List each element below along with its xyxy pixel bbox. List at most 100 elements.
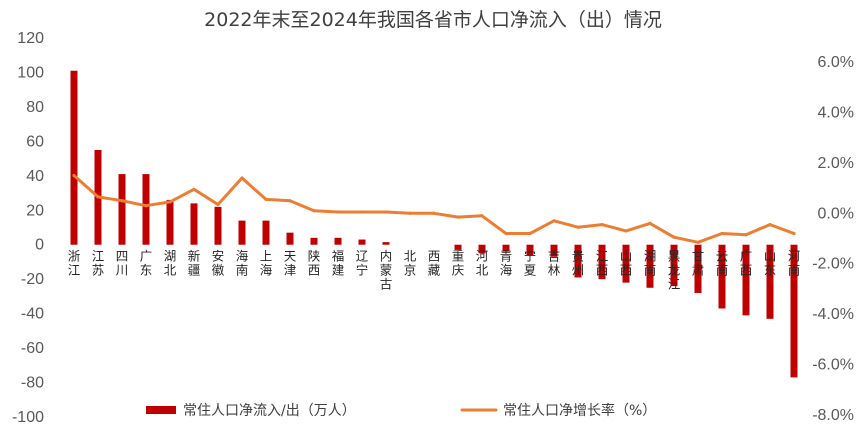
left-axis-tick: 80 bbox=[26, 99, 44, 116]
category-label: 福建 bbox=[332, 249, 345, 278]
bar-广东 bbox=[142, 174, 150, 245]
line-point-上海 bbox=[264, 197, 268, 202]
right-axis: 6.0% 4.0% 2.0% 0.0% -2.0% -4.0% -6.0% -8.0% bbox=[812, 54, 854, 424]
line-point-青海 bbox=[504, 231, 508, 236]
category-label: 山西 bbox=[620, 249, 633, 278]
line-point-安徽 bbox=[216, 202, 220, 207]
line-point-宁夏 bbox=[528, 231, 532, 236]
line-point-江西 bbox=[600, 223, 604, 227]
bar-辽宁 bbox=[358, 239, 366, 245]
left-axis-tick: 120 bbox=[17, 30, 44, 47]
bar-series bbox=[70, 70, 798, 378]
category-label: 广东 bbox=[140, 249, 153, 278]
bar-浙江 bbox=[70, 70, 78, 245]
left-axis-tick: -80 bbox=[21, 375, 44, 392]
category-label: 山东 bbox=[764, 249, 777, 278]
bar-山西 bbox=[622, 244, 630, 283]
bar-新疆 bbox=[190, 203, 198, 245]
category-label: 宁夏 bbox=[524, 249, 537, 278]
bar-吉林 bbox=[550, 244, 558, 257]
bar-福建 bbox=[334, 237, 342, 245]
growth-rate-line bbox=[72, 174, 796, 244]
line-point-陕西 bbox=[312, 209, 316, 213]
legend-bar-swatch bbox=[146, 406, 176, 414]
left-axis: 120 100 80 60 40 20 0 -20 -40 -60 -80 -100 bbox=[12, 30, 44, 426]
bar-安徽 bbox=[214, 206, 222, 245]
right-axis-tick: 4.0% bbox=[818, 104, 854, 121]
line-point-贵州 bbox=[576, 225, 580, 229]
left-axis-tick: -100 bbox=[12, 409, 44, 426]
line-series bbox=[72, 173, 796, 244]
right-axis-tick: -8.0% bbox=[812, 407, 854, 424]
line-point-江苏 bbox=[96, 195, 100, 199]
bar-宁夏 bbox=[526, 244, 534, 256]
bar-青海 bbox=[502, 244, 510, 252]
line-point-内蒙古 bbox=[384, 210, 388, 214]
line-point-四川 bbox=[120, 199, 124, 203]
bar-河南 bbox=[790, 244, 798, 378]
left-axis-tick: 0 bbox=[35, 237, 44, 254]
category-label: 吉林 bbox=[548, 249, 561, 278]
line-point-云南 bbox=[720, 231, 724, 236]
line-point-山东 bbox=[768, 223, 772, 227]
right-axis-tick: -4.0% bbox=[812, 306, 854, 323]
bar-广西 bbox=[742, 244, 750, 316]
bar-贵州 bbox=[574, 244, 582, 278]
category-label: 安徽 bbox=[212, 249, 225, 278]
line-point-重庆 bbox=[456, 215, 460, 219]
right-axis-tick: 0.0% bbox=[818, 205, 854, 222]
left-axis-tick: -60 bbox=[21, 340, 44, 357]
bar-江西 bbox=[598, 244, 606, 280]
bar-天津 bbox=[286, 232, 294, 245]
bar-云南 bbox=[718, 244, 726, 309]
category-labels: 浙江江苏四川广东湖北新疆安徽海南上海天津陕西福建辽宁内蒙古北京西藏重庆河北青海宁… bbox=[68, 249, 801, 292]
bar-内蒙古 bbox=[382, 242, 390, 245]
line-point-西藏 bbox=[432, 211, 436, 215]
category-label: 江西 bbox=[596, 249, 609, 278]
category-label: 湖南 bbox=[644, 249, 657, 278]
line-point-广西 bbox=[744, 233, 748, 237]
legend: 常住人口净流入/出（万人） 常住人口净增长率（%） bbox=[146, 402, 656, 419]
right-axis-tick: -2.0% bbox=[812, 256, 854, 273]
right-axis-tick: 2.0% bbox=[818, 155, 854, 172]
category-label: 贵州 bbox=[572, 249, 585, 278]
category-label: 重庆 bbox=[452, 249, 465, 278]
line-point-湖南 bbox=[648, 221, 652, 225]
category-label: 河南 bbox=[788, 249, 801, 278]
line-point-海南 bbox=[240, 176, 244, 180]
category-label: 湖北 bbox=[164, 249, 177, 278]
left-axis-tick: -40 bbox=[21, 306, 44, 323]
category-label: 四川 bbox=[116, 249, 129, 278]
category-label: 云南 bbox=[716, 249, 729, 278]
left-axis-tick: 20 bbox=[26, 202, 44, 219]
bar-湖南 bbox=[646, 244, 654, 288]
line-point-湖北 bbox=[168, 200, 172, 204]
line-point-福建 bbox=[336, 210, 340, 214]
line-point-北京 bbox=[408, 211, 412, 215]
line-point-新疆 bbox=[192, 187, 196, 191]
bar-上海 bbox=[262, 220, 270, 245]
line-point-辽宁 bbox=[360, 210, 364, 214]
category-label: 北京 bbox=[404, 249, 417, 278]
category-label: 海南 bbox=[236, 249, 249, 278]
category-label: 天津 bbox=[284, 249, 297, 278]
line-point-河南 bbox=[792, 231, 796, 236]
bar-重庆 bbox=[454, 244, 462, 250]
chart-title: 2022年末至2024年我国各省市人口净流入（出）情况 bbox=[204, 9, 662, 31]
category-label: 青海 bbox=[500, 249, 513, 278]
line-point-浙江 bbox=[72, 173, 76, 178]
line-point-黑龙江 bbox=[672, 235, 676, 239]
bar-山东 bbox=[766, 244, 774, 319]
category-label: 广西 bbox=[740, 249, 753, 278]
left-axis-tick: 100 bbox=[17, 64, 44, 81]
bar-四川 bbox=[118, 174, 126, 245]
line-point-天津 bbox=[288, 199, 292, 203]
line-point-河北 bbox=[480, 214, 484, 218]
left-axis-tick: -20 bbox=[21, 271, 44, 288]
category-label: 西藏 bbox=[428, 249, 441, 278]
legend-line-label: 常住人口净增长率（%） bbox=[503, 402, 656, 419]
left-axis-tick: 40 bbox=[26, 168, 44, 185]
bar-海南 bbox=[238, 220, 246, 245]
bar-河北 bbox=[478, 244, 486, 254]
